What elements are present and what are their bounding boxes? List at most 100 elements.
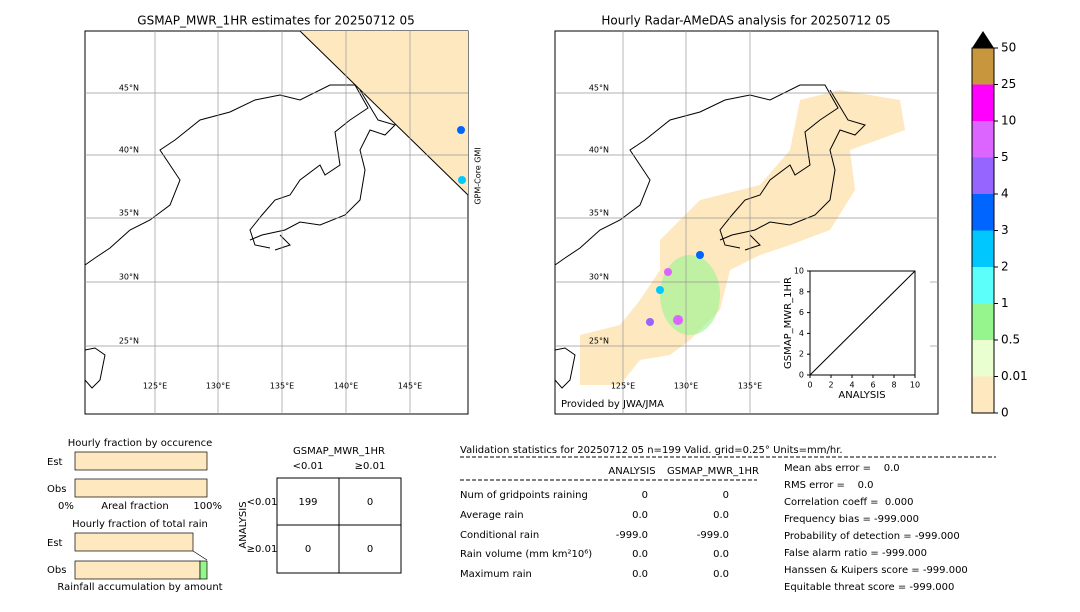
colorbar-label: 5	[1001, 150, 1009, 164]
lat-label: 40°N	[119, 146, 139, 155]
cell: 0	[305, 544, 311, 555]
rain-cell	[664, 268, 672, 276]
y-tick-label: 8	[799, 287, 804, 296]
coastline	[84, 84, 369, 266]
colorbar-segment	[972, 267, 994, 304]
lat-label: 45°N	[589, 84, 609, 93]
score: Mean abs error = 0.0	[784, 463, 900, 474]
y-tick-label: 0	[799, 371, 804, 380]
row-axis: ANALYSIS	[238, 501, 249, 548]
colorbar-label: 10	[1001, 114, 1016, 128]
row-label: Conditional rain	[460, 530, 539, 541]
score: Correlation coeff = 0.000	[784, 497, 914, 508]
panel-title: Hourly fraction of total rain	[72, 519, 208, 530]
inset-frame	[809, 270, 916, 376]
coastline	[84, 347, 106, 389]
colorbar-label: 4	[1001, 187, 1009, 201]
row-label: Obs	[47, 565, 66, 576]
cell: 0.0	[713, 549, 729, 560]
colorbar: 0 0.01 0.5 1 2 3 4 5 10 25 50	[971, 31, 1028, 420]
lon-label: 125°E	[611, 382, 635, 391]
rain-cell	[458, 176, 466, 184]
row-label: Maximum rain	[460, 569, 532, 580]
score: Probability of detection = -999.000	[784, 531, 960, 542]
col-label: <0.01	[293, 461, 324, 472]
colorbar-label: 50	[1001, 41, 1016, 55]
map-title: Hourly Radar-AMeDAS analysis for 2025071…	[601, 14, 890, 28]
axis-label: 0%	[58, 501, 74, 512]
colorbar-segment	[972, 121, 994, 158]
colorbar-segment	[972, 303, 994, 340]
axis-label: Areal fraction	[101, 501, 168, 512]
col-header: GSMAP_MWR_1HR	[667, 466, 759, 477]
cell: -999.0	[616, 530, 648, 541]
score: RMS error = 0.0	[784, 480, 874, 491]
colorbar-label: 0.5	[1001, 333, 1020, 347]
rain-cell	[656, 286, 664, 294]
x-tick-label: 0	[807, 381, 812, 390]
colorbar-segment	[972, 84, 994, 121]
lat-label: 25°N	[119, 337, 139, 346]
rain-cell	[673, 315, 683, 325]
colorbar-label: 25	[1001, 77, 1016, 91]
inset-xlabel: ANALYSIS	[838, 390, 885, 401]
cell: 0.0	[713, 510, 729, 521]
rain-cell	[646, 318, 654, 326]
colorbar-segment	[972, 157, 994, 194]
score: False alarm ratio = -999.000	[784, 548, 927, 559]
col-label: ≥0.01	[355, 461, 386, 472]
score: Frequency bias = -999.000	[784, 514, 919, 525]
colorbar-segment	[972, 340, 994, 377]
lon-label: 135°E	[270, 382, 294, 391]
y-tick-label: 6	[799, 308, 804, 317]
lat-label: 25°N	[589, 337, 609, 346]
coastline	[249, 89, 396, 251]
credit: Provided by JWA/JMA	[561, 399, 664, 410]
colorbar-label: 3	[1001, 223, 1009, 237]
connector	[192, 550, 208, 561]
x-tick-label: 4	[849, 381, 854, 390]
score: Hanssen & Kuipers score = -999.000	[784, 565, 968, 576]
lon-label: 145°E	[398, 382, 422, 391]
map-title: GSMAP_MWR_1HR estimates for 20250712 05	[137, 14, 414, 28]
validation-table: Validation statistics for 20250712 05 n=…	[460, 445, 996, 593]
right-map: 45°N 40°N 35°N 30°N 25°N 125°E 130°E 135°E Hour…	[554, 14, 939, 415]
inset-bg	[780, 262, 930, 407]
fraction-bar	[199, 560, 208, 580]
y-tick-label: 2	[799, 350, 804, 359]
score: Equitable threat score = -999.000	[784, 582, 954, 593]
lon-label: 135°E	[738, 382, 762, 391]
contingency-table: GSMAP_MWR_1HR <0.01 ≥0.01 ANALYSIS <0.01…	[238, 446, 402, 574]
rain-area	[660, 255, 720, 335]
colorbar-label: 0	[1001, 406, 1009, 420]
cell: 0.0	[713, 569, 729, 580]
swath-edge	[299, 30, 469, 196]
lat-label: 30°N	[589, 273, 609, 282]
rain-cell	[457, 126, 465, 134]
row-label: Est	[47, 538, 63, 549]
table-title: GSMAP_MWR_1HR	[293, 446, 385, 457]
inset-ylabel: GSMAP_MWR_1HR	[783, 277, 794, 369]
colorbar-label: 1	[1001, 296, 1009, 310]
lon-label: 140°E	[334, 382, 358, 391]
swath-label: GPM-Core GMI	[474, 147, 483, 204]
lon-label: 125°E	[143, 382, 167, 391]
lat-label: 35°N	[119, 209, 139, 218]
y-tick-label: 4	[799, 329, 804, 338]
fraction-bar	[74, 532, 194, 552]
rain-area	[580, 90, 905, 385]
colorbar-segment	[972, 376, 994, 413]
x-tick-label: 8	[891, 381, 896, 390]
lon-label: 130°E	[206, 382, 230, 391]
lat-label: 45°N	[119, 84, 139, 93]
colorbar-segment	[972, 230, 994, 267]
y-tick-label: 10	[794, 267, 804, 276]
fraction-bar	[74, 478, 208, 498]
cell: 0.0	[632, 549, 648, 560]
coastline	[554, 84, 839, 266]
row-label: ≥0.01	[247, 544, 278, 555]
cell: 0.0	[632, 510, 648, 521]
lat-label: 30°N	[119, 273, 139, 282]
